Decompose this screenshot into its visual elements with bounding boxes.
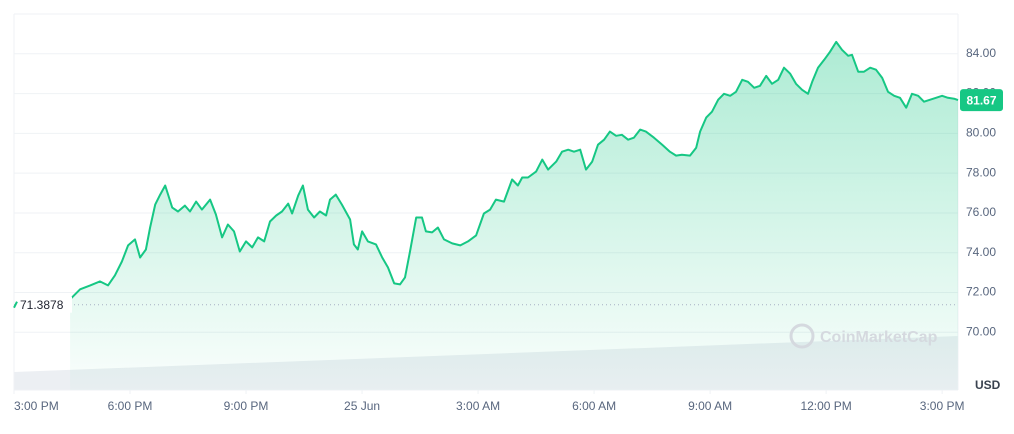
watermark-text: CoinMarketCap <box>820 329 938 346</box>
x-tick-label: 9:00 AM <box>688 399 732 413</box>
y-tick-label: 70.00 <box>966 324 996 338</box>
price-line <box>69 40 959 301</box>
y-tick-label: 74.00 <box>966 245 996 259</box>
current-price-label: 81.67 <box>966 93 996 107</box>
y-tick-label: 80.00 <box>966 126 996 140</box>
x-tick-label: 6:00 PM <box>108 399 153 413</box>
watermark-logo <box>789 323 815 349</box>
x-tick-label: 9:00 PM <box>224 399 269 413</box>
x-tick-label: 25 Jun <box>344 399 380 413</box>
y-tick-label: 72.00 <box>966 285 996 299</box>
y-tick-label: 76.00 <box>966 205 996 219</box>
x-tick-label: 3:00 AM <box>456 399 500 413</box>
x-tick-label: 3:00 PM <box>920 399 965 413</box>
reference-marker <box>13 301 18 309</box>
reference-label: 71.3878 <box>20 298 64 312</box>
y-tick-label: 78.00 <box>966 165 996 179</box>
reference-label-bg <box>16 296 72 313</box>
current-price-tag <box>960 89 1003 112</box>
x-tick-label: 3:00 PM <box>14 399 59 413</box>
watermark: CoinMarketCap <box>789 323 938 349</box>
x-tick-label: 6:00 AM <box>572 399 616 413</box>
area <box>70 41 959 391</box>
y-tick-label: 84.00 <box>966 46 996 60</box>
x-tick-label: 12:00 PM <box>800 399 851 413</box>
y-axis-label: USD <box>975 378 1001 392</box>
